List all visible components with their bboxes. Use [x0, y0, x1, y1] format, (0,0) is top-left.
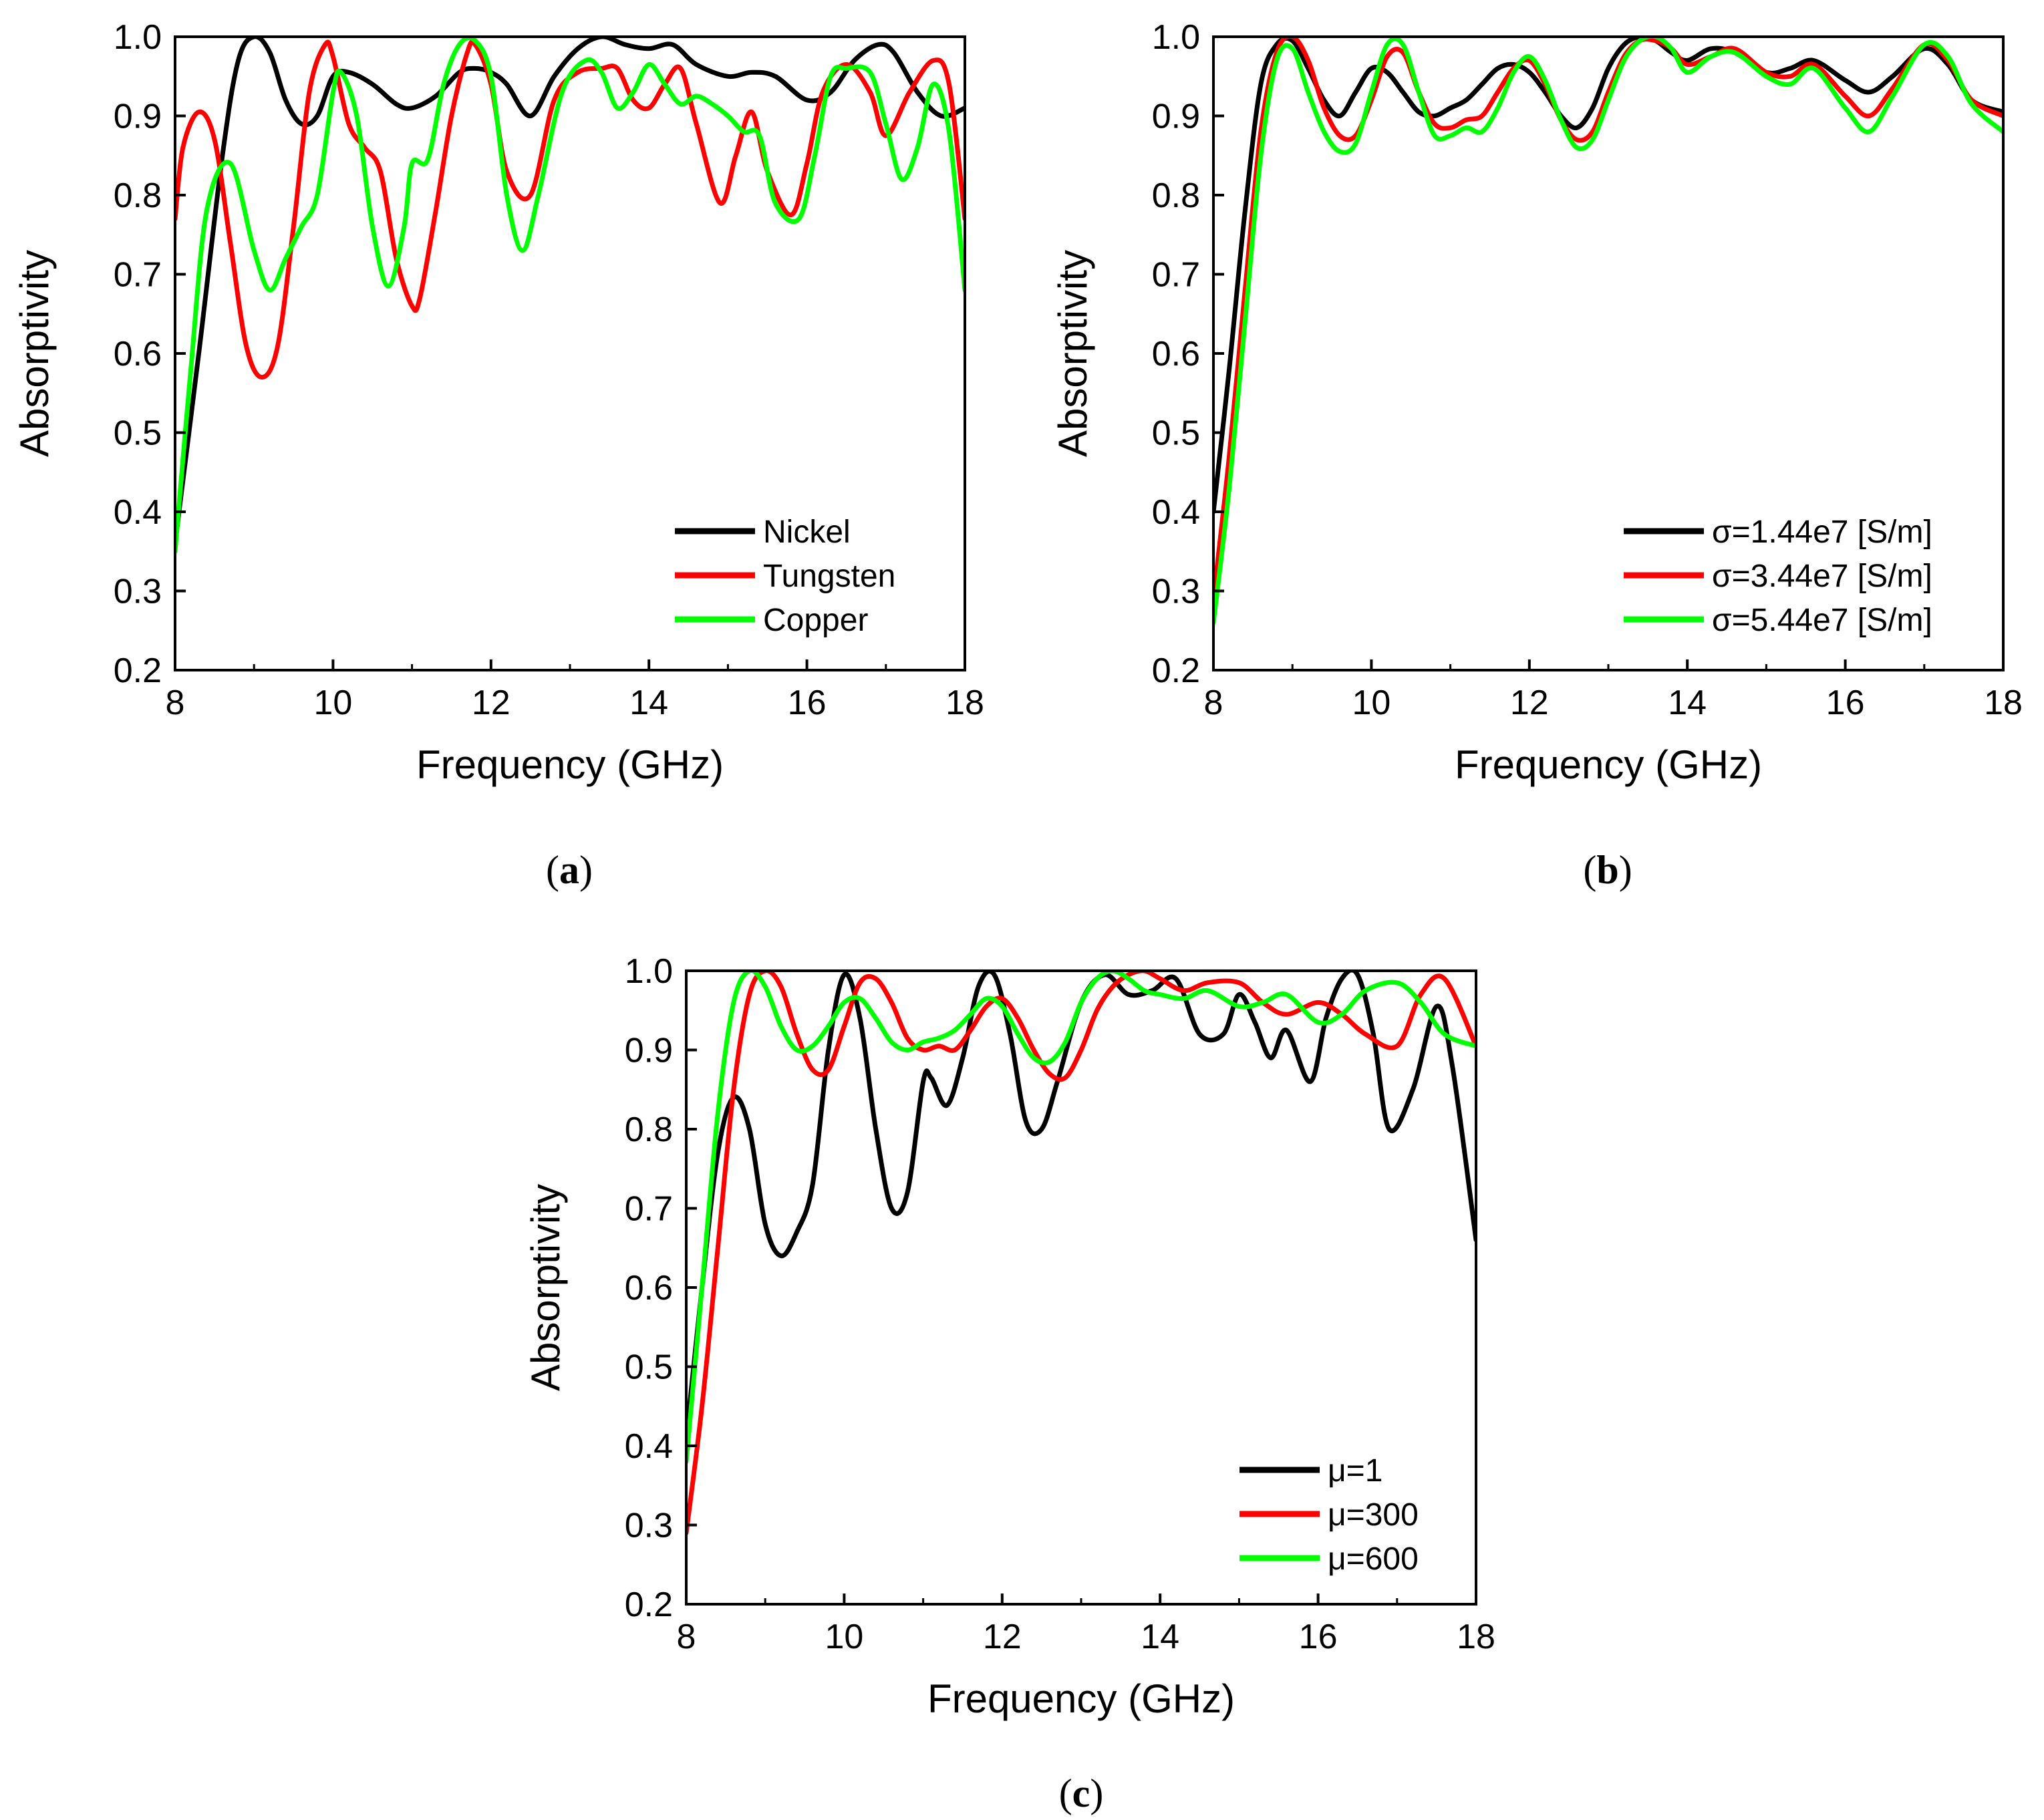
y-tick-label-c: 0.4: [625, 1427, 673, 1466]
y-axis-title-a: Absorptivity: [12, 250, 57, 457]
y-tick-label-a: 0.3: [114, 573, 162, 611]
x-tick-label-b: 16: [1826, 684, 1865, 722]
y-tick-label-c: 0.5: [625, 1348, 673, 1387]
x-tick-label-a: 18: [945, 684, 984, 722]
panel-label-a: (a): [546, 848, 593, 892]
legend-label-c-1: μ=300: [1328, 1497, 1419, 1533]
y-tick-label-b: 1.0: [1152, 18, 1200, 57]
x-tick-label-c: 8: [677, 1618, 696, 1656]
x-tick-label-c: 16: [1299, 1618, 1338, 1656]
y-tick-label-a: 0.9: [114, 98, 162, 136]
series-line-b-2: [1213, 37, 2003, 625]
y-tick-label-b: 0.6: [1152, 335, 1200, 373]
panel-label-b: (b): [1583, 848, 1632, 892]
legend-label-b-1: σ=3.44e7 [S/m]: [1712, 559, 1932, 594]
y-tick-label-b: 0.8: [1152, 176, 1200, 215]
y-tick-label-a: 0.4: [114, 493, 162, 532]
x-tick-label-b: 12: [1510, 684, 1549, 722]
y-tick-label-a: 0.5: [114, 414, 162, 453]
legend-label-a-2: Copper: [763, 603, 868, 638]
y-tick-label-a: 0.8: [114, 176, 162, 215]
series-line-b-1: [1213, 37, 2003, 601]
y-tick-label-c: 0.8: [625, 1110, 673, 1149]
y-tick-label-c: 0.9: [625, 1032, 673, 1070]
x-axis-title-c: Frequency (GHz): [927, 1676, 1235, 1721]
chart-panel-c: 8 10 12 14 16 18 0.2 0.3 0.4 0.5 0.6 0.7 0.8 0.9 1.0 Fr…: [523, 952, 1495, 1721]
y-tick-label-c: 1.0: [625, 952, 673, 991]
chart-panel-a: 8 10 12 14 16 18 0.2 0.3 0.4 0.5 0.6 0.7 0.8 0.9 1.0 Fr…: [12, 18, 984, 787]
x-tick-label-c: 14: [1141, 1618, 1179, 1656]
y-tick-label-c: 0.6: [625, 1269, 673, 1308]
y-tick-label-a: 0.7: [114, 256, 162, 295]
x-axis-title-b: Frequency (GHz): [1455, 742, 1762, 787]
x-tick-label-a: 12: [472, 684, 510, 722]
series-line-a-2: [175, 37, 965, 554]
y-tick-label-c: 0.2: [625, 1585, 673, 1624]
x-tick-label-c: 10: [825, 1618, 863, 1656]
x-tick-label-b: 18: [1984, 684, 2023, 722]
y-tick-label-b: 0.3: [1152, 573, 1200, 611]
y-tick-label-a: 0.2: [114, 651, 162, 690]
y-tick-label-b: 0.5: [1152, 414, 1200, 453]
x-tick-label-b: 14: [1668, 684, 1707, 722]
legend-label-a-0: Nickel: [763, 514, 851, 550]
y-axis-title-c: Absorptivity: [523, 1184, 568, 1391]
legend-label-b-2: σ=5.44e7 [S/m]: [1712, 603, 1932, 638]
legend-label-b-0: σ=1.44e7 [S/m]: [1712, 514, 1932, 550]
x-tick-label-c: 12: [983, 1618, 1022, 1656]
y-tick-label-b: 0.2: [1152, 651, 1200, 690]
x-tick-label-b: 10: [1352, 684, 1391, 722]
legend-label-c-0: μ=1: [1328, 1453, 1382, 1489]
x-tick-label-a: 8: [166, 684, 185, 722]
series-line-c-0: [686, 971, 1476, 1440]
y-tick-label-c: 0.3: [625, 1507, 673, 1545]
y-tick-label-a: 0.6: [114, 335, 162, 373]
y-tick-label-a: 1.0: [114, 18, 162, 57]
series-line-b-0: [1213, 37, 2003, 514]
series-line-c-2: [686, 971, 1476, 1465]
y-tick-label-c: 0.7: [625, 1190, 673, 1229]
x-tick-label-a: 10: [313, 684, 352, 722]
y-tick-label-b: 0.7: [1152, 256, 1200, 295]
x-tick-label-a: 16: [788, 684, 827, 722]
y-tick-label-b: 0.9: [1152, 98, 1200, 136]
legend-label-a-1: Tungsten: [763, 559, 895, 594]
x-axis-title-a: Frequency (GHz): [416, 742, 724, 787]
panel-label-c: (c): [1059, 1771, 1104, 1815]
chart-panel-b: 8 10 12 14 16 18 0.2 0.3 0.4 0.5 0.6 0.7 0.8 0.9 1.0 Fr…: [1050, 18, 2023, 787]
y-axis-title-b: Absorptivity: [1050, 250, 1095, 457]
y-tick-label-b: 0.4: [1152, 493, 1200, 532]
x-tick-label-b: 8: [1204, 684, 1223, 722]
legend-label-c-2: μ=600: [1328, 1541, 1419, 1577]
x-tick-label-c: 18: [1457, 1618, 1495, 1656]
x-tick-label-a: 14: [629, 684, 668, 722]
